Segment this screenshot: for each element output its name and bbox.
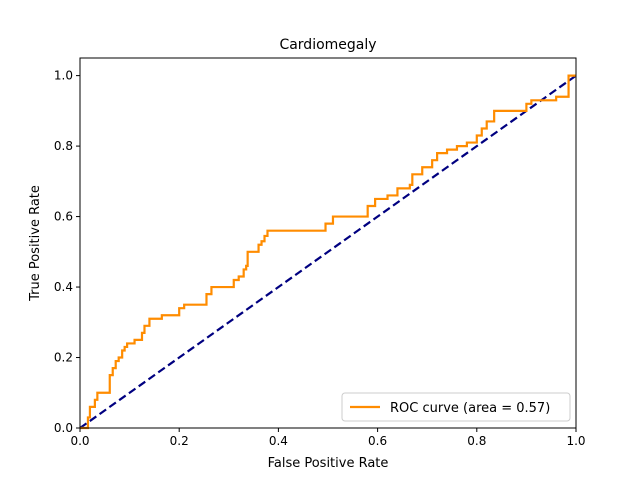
legend-box <box>341 392 571 422</box>
x-tick-label: 0.8 <box>467 434 486 448</box>
x-tick-label: 0.0 <box>70 434 89 448</box>
plot-area <box>80 58 576 428</box>
chance-diagonal-line <box>79 74 577 429</box>
y-tick-label: 0.2 <box>54 351 73 365</box>
y-tick-label: 1.0 <box>54 69 73 83</box>
y-axis-label: True Positive Rate <box>28 185 43 302</box>
roc-curve-line <box>80 74 576 430</box>
legend: ROC curve (area = 0.57) <box>341 392 571 422</box>
legend-entry: ROC curve (area = 0.57) <box>390 401 550 416</box>
y-tick-label: 0.8 <box>54 139 73 153</box>
x-tick-label: 0.4 <box>269 434 288 448</box>
x-axis-label: False Positive Rate <box>268 456 389 471</box>
series-layer <box>79 74 577 430</box>
chart-title: Cardiomegaly <box>279 37 376 53</box>
x-tick-label: 0.2 <box>170 434 189 448</box>
x-tick-label: 1.0 <box>566 434 585 448</box>
y-tick-label: 0.6 <box>54 210 73 224</box>
y-tick-label: 0.4 <box>54 280 73 294</box>
x-tick-label: 0.6 <box>368 434 387 448</box>
y-tick-label: 0.0 <box>54 421 73 435</box>
plot-frame <box>79 57 577 429</box>
ticks-layer: 0.0 0.2 0.4 0.6 0.8 1.0 0.0 0.2 0.4 0.6 0.8 1.0 <box>54 69 586 448</box>
